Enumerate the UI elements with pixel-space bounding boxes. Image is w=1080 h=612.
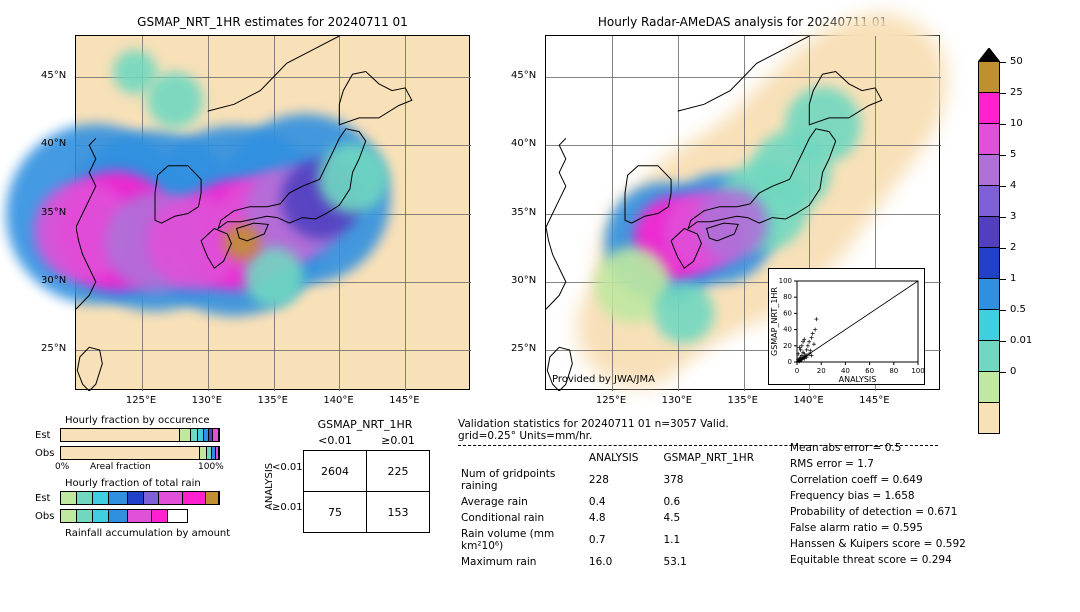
stats-header: Validation statistics for 20240711 01 n=… bbox=[458, 418, 778, 442]
est-label-2: Est bbox=[35, 493, 50, 504]
left-map-title: GSMAP_NRT_1HR estimates for 20240711 01 bbox=[75, 15, 470, 29]
obs-label-2: Obs bbox=[35, 511, 54, 522]
pct-100: 100% bbox=[198, 462, 224, 472]
ctable-col1: <0.01 bbox=[305, 434, 365, 447]
svg-text:40: 40 bbox=[783, 326, 792, 334]
contingency-table: 2604225 75153 bbox=[303, 450, 430, 533]
stats-table: ANALYSISGSMAP_NRT_1HRNum of gridpoints r… bbox=[458, 449, 778, 571]
ctable-row1: <0.01 bbox=[272, 462, 303, 473]
ctable-row2: ≥0.01 bbox=[272, 502, 303, 513]
ct-cell-01: 225 bbox=[367, 451, 430, 492]
svg-text:80: 80 bbox=[889, 367, 898, 375]
stats-metrics: Mean abs error = 0.5RMS error = 1.7Corre… bbox=[790, 440, 966, 568]
bar-total-est bbox=[60, 491, 220, 505]
bar-occurrence-obs bbox=[60, 446, 220, 460]
svg-text:60: 60 bbox=[865, 367, 874, 375]
svg-text:20: 20 bbox=[783, 342, 792, 350]
ctable-col2: ≥0.01 bbox=[368, 434, 428, 447]
svg-text:0: 0 bbox=[795, 367, 799, 375]
svg-text:0: 0 bbox=[788, 358, 792, 366]
areal-fraction-label: Areal fraction bbox=[90, 462, 151, 472]
est-label-1: Est bbox=[35, 430, 50, 441]
colorbar bbox=[978, 48, 1000, 434]
svg-text:100: 100 bbox=[911, 367, 924, 375]
svg-text:ANALYSIS: ANALYSIS bbox=[839, 375, 877, 384]
ct-cell-11: 153 bbox=[367, 492, 430, 533]
scatter-plot: 00 20 20 40 40 60 60 80 80 100 100 ANALYSIS GSMAP_NR… bbox=[768, 268, 925, 385]
ctable-header: GSMAP_NRT_1HR bbox=[300, 418, 430, 431]
bar-occurrence-est bbox=[60, 428, 220, 442]
accumulation-title: Rainfall accumulation by amount bbox=[65, 528, 230, 539]
svg-text:20: 20 bbox=[817, 367, 826, 375]
fraction-occurrence-title: Hourly fraction by occurence bbox=[65, 415, 209, 426]
ct-cell-10: 75 bbox=[304, 492, 367, 533]
svg-text:100: 100 bbox=[779, 277, 792, 285]
svg-text:40: 40 bbox=[841, 367, 850, 375]
map-left bbox=[75, 35, 470, 390]
svg-text:60: 60 bbox=[783, 309, 792, 317]
fraction-total-title: Hourly fraction of total rain bbox=[65, 478, 201, 489]
pct-0: 0% bbox=[55, 462, 69, 472]
ct-cell-00: 2604 bbox=[304, 451, 367, 492]
bar-total-obs bbox=[60, 509, 188, 523]
obs-label-1: Obs bbox=[35, 448, 54, 459]
svg-text:GSMAP_NRT_1HR: GSMAP_NRT_1HR bbox=[770, 287, 779, 356]
svg-text:80: 80 bbox=[783, 293, 792, 301]
